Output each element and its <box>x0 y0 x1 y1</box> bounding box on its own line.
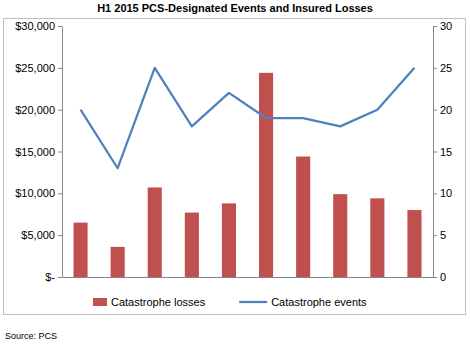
y-axis-tick-label: $20,000 <box>15 104 55 116</box>
chart: H1 2015 PCS-Designated Events and Insure… <box>0 0 470 345</box>
y-axis-tick: $- <box>45 271 62 283</box>
title: H1 2015 PCS-Designated Events and Insure… <box>97 2 373 14</box>
y2-axis-tick-mark <box>433 110 437 111</box>
y2-axis-tick-label: 5 <box>440 229 446 241</box>
y2-axis-tick-mark <box>433 68 437 69</box>
y2-axis-tick: 20 <box>433 104 452 116</box>
x-axis-line <box>63 277 434 278</box>
y-axis: $- $5,000 $10,000 $15,000 $20,000 $25,000 $30,… <box>15 20 62 283</box>
legend-item: Catastrophe losses <box>93 296 206 308</box>
y-axis-tick: $30,000 <box>15 20 62 32</box>
bar <box>148 187 162 277</box>
y2-axis-tick: 30 <box>433 20 452 32</box>
y-axis-tick-label: $10,000 <box>15 187 55 199</box>
y2-axis-tick-label: 30 <box>440 20 452 32</box>
y2-axis-tick-mark <box>433 235 437 236</box>
bar <box>111 247 125 277</box>
y2-axis-tick: 5 <box>433 229 446 241</box>
legend-swatch <box>239 301 267 303</box>
y2-axis-tick-label: 0 <box>440 271 446 283</box>
bar <box>74 223 88 277</box>
bar <box>296 157 310 277</box>
legend: Catastrophe losses Catastrophe events <box>93 296 367 308</box>
y-axis-tick: $5,000 <box>21 229 62 241</box>
y-axis-tick-label: $5,000 <box>21 229 55 241</box>
bar <box>333 194 347 277</box>
y-axis-tick: $20,000 <box>15 104 62 116</box>
source: Source: PCS <box>5 331 57 341</box>
y2-axis-tick: 15 <box>433 146 452 158</box>
y-axis-tick-label: $25,000 <box>15 62 55 74</box>
y-axis-line <box>62 27 63 278</box>
y2-axis-tick-label: 10 <box>440 187 452 199</box>
bar <box>259 73 273 277</box>
bar <box>407 210 421 277</box>
y-axis-tick-mark <box>58 277 62 278</box>
legend-item: Catastrophe events <box>239 296 367 308</box>
y-axis-tick-label: $30,000 <box>15 20 55 32</box>
y-axis-tick-label: $- <box>45 271 55 283</box>
chart-frame <box>4 19 466 315</box>
y-axis-tick-mark <box>58 26 62 27</box>
y2-axis-tick-mark <box>433 26 437 27</box>
bar <box>222 203 236 277</box>
y-axis-tick-mark <box>58 152 62 153</box>
legend-label: Catastrophe losses <box>111 296 206 308</box>
y2-axis-tick-label: 25 <box>440 62 452 74</box>
y-axis-tick: $10,000 <box>15 187 62 199</box>
y-axis-tick-mark <box>58 110 62 111</box>
line <box>81 68 415 168</box>
x-axis <box>63 277 434 279</box>
y2-axis-tick-label: 20 <box>440 104 452 116</box>
bar <box>185 213 199 277</box>
y2-axis-tick-mark <box>433 152 437 153</box>
y-axis-tick-mark <box>58 68 62 69</box>
y2-axis-tick: 0 <box>433 271 446 283</box>
y-axis-tick-mark <box>58 235 62 236</box>
y2-axis-tick-mark <box>433 277 437 278</box>
legend-swatch <box>93 298 107 306</box>
plot-area <box>74 68 422 277</box>
y2-axis-tick: 25 <box>433 62 452 74</box>
y-axis-tick-mark <box>58 193 62 194</box>
bar <box>370 198 384 277</box>
y-axis-tick: $25,000 <box>15 62 62 74</box>
y-axis-tick-label: $15,000 <box>15 146 55 158</box>
y-axis-tick: $15,000 <box>15 146 62 158</box>
legend-label: Catastrophe events <box>271 296 367 308</box>
y2-axis-tick-label: 15 <box>440 146 452 158</box>
y2-axis: 0 5 10 15 20 25 30 <box>433 20 452 283</box>
y2-axis-tick: 10 <box>433 187 452 199</box>
y2-axis-tick-mark <box>433 193 437 194</box>
